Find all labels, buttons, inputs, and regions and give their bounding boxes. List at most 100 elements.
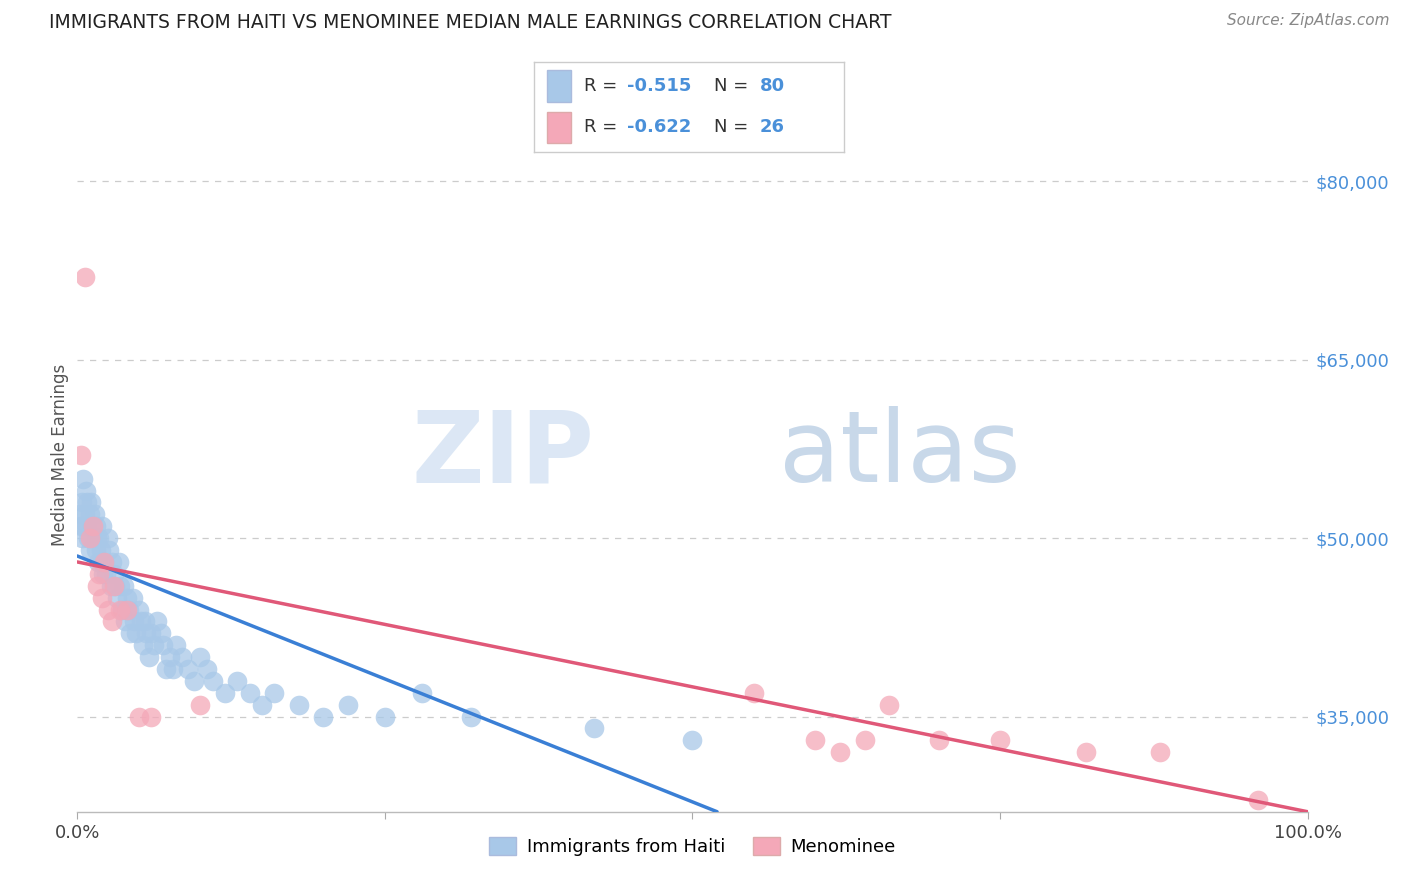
Point (82, 519, 104, 533)
Point (79, 508, 101, 522)
Point (86, 579, 108, 593)
Point (682, 733, 704, 747)
Legend: Immigrants from Haiti, Menominee: Immigrants from Haiti, Menominee (482, 830, 903, 863)
Text: R =: R = (583, 77, 623, 95)
Point (70, 531, 93, 545)
Point (142, 638, 165, 652)
Point (150, 626, 173, 640)
Y-axis label: Median Male Earnings: Median Male Earnings (51, 364, 69, 546)
Point (201, 673, 224, 688)
Point (79, 531, 101, 545)
Point (98, 543, 121, 558)
Point (288, 698, 311, 712)
Point (125, 626, 148, 640)
Point (190, 650, 212, 665)
Point (77, 531, 100, 545)
Text: 80: 80 (761, 77, 785, 95)
Point (104, 579, 127, 593)
Point (141, 709, 163, 723)
Point (121, 591, 143, 605)
Point (122, 615, 145, 629)
Point (134, 615, 156, 629)
Point (91, 566, 114, 581)
Point (70, 448, 93, 462)
Point (146, 615, 169, 629)
Point (70, 495, 93, 509)
Point (226, 673, 249, 688)
Point (72, 519, 94, 533)
Point (928, 733, 950, 747)
Point (1247, 793, 1270, 807)
Point (214, 686, 236, 700)
Text: 26: 26 (761, 118, 785, 136)
Point (70, 519, 93, 533)
Point (988, 733, 1011, 747)
Point (250, 698, 273, 712)
Point (90, 555, 114, 569)
Point (90, 591, 114, 605)
Point (183, 673, 205, 688)
Point (86, 531, 108, 545)
Point (105, 591, 128, 605)
Text: -0.622: -0.622 (627, 118, 692, 136)
Text: atlas: atlas (779, 407, 1021, 503)
Point (87, 555, 110, 569)
Point (93, 555, 115, 569)
Text: ZIP: ZIP (411, 407, 595, 503)
Point (742, 686, 765, 700)
Point (337, 698, 360, 712)
Point (84, 519, 107, 533)
Point (853, 733, 876, 747)
Point (90, 519, 114, 533)
Point (103, 566, 125, 581)
Point (72, 472, 94, 486)
FancyBboxPatch shape (547, 70, 571, 102)
Point (84, 543, 107, 558)
Point (101, 615, 124, 629)
Point (128, 709, 150, 723)
Point (830, 745, 852, 759)
Point (1076, 745, 1098, 759)
Point (112, 579, 135, 593)
Point (80, 495, 103, 509)
Point (110, 602, 132, 616)
Point (131, 638, 153, 652)
Point (177, 662, 200, 676)
Point (69, 508, 91, 522)
Point (162, 662, 184, 676)
Point (75, 483, 97, 498)
Point (128, 602, 150, 616)
Point (76, 519, 98, 533)
Point (159, 650, 181, 665)
Point (190, 698, 212, 712)
Point (115, 591, 138, 605)
Point (115, 602, 138, 616)
Point (583, 722, 606, 736)
Point (89, 566, 111, 581)
Point (135, 626, 157, 640)
FancyBboxPatch shape (547, 112, 571, 143)
Point (73, 508, 96, 522)
Point (76, 495, 98, 509)
Point (111, 602, 132, 616)
Point (879, 698, 901, 712)
Point (83, 508, 105, 522)
Point (93, 555, 115, 569)
Point (73, 269, 96, 284)
Text: -0.515: -0.515 (627, 77, 692, 95)
Point (82, 531, 104, 545)
Text: R =: R = (583, 118, 623, 136)
Text: N =: N = (714, 77, 754, 95)
Point (138, 650, 160, 665)
Point (97, 531, 120, 545)
Point (89, 531, 111, 545)
Point (165, 638, 187, 652)
Point (103, 579, 125, 593)
Point (108, 555, 131, 569)
Point (170, 650, 193, 665)
Text: N =: N = (714, 118, 754, 136)
Point (82, 519, 104, 533)
Text: IMMIGRANTS FROM HAITI VS MENOMINEE MEDIAN MALE EARNINGS CORRELATION CHART: IMMIGRANTS FROM HAITI VS MENOMINEE MEDIA… (49, 13, 891, 32)
Point (460, 709, 482, 723)
Point (411, 686, 433, 700)
